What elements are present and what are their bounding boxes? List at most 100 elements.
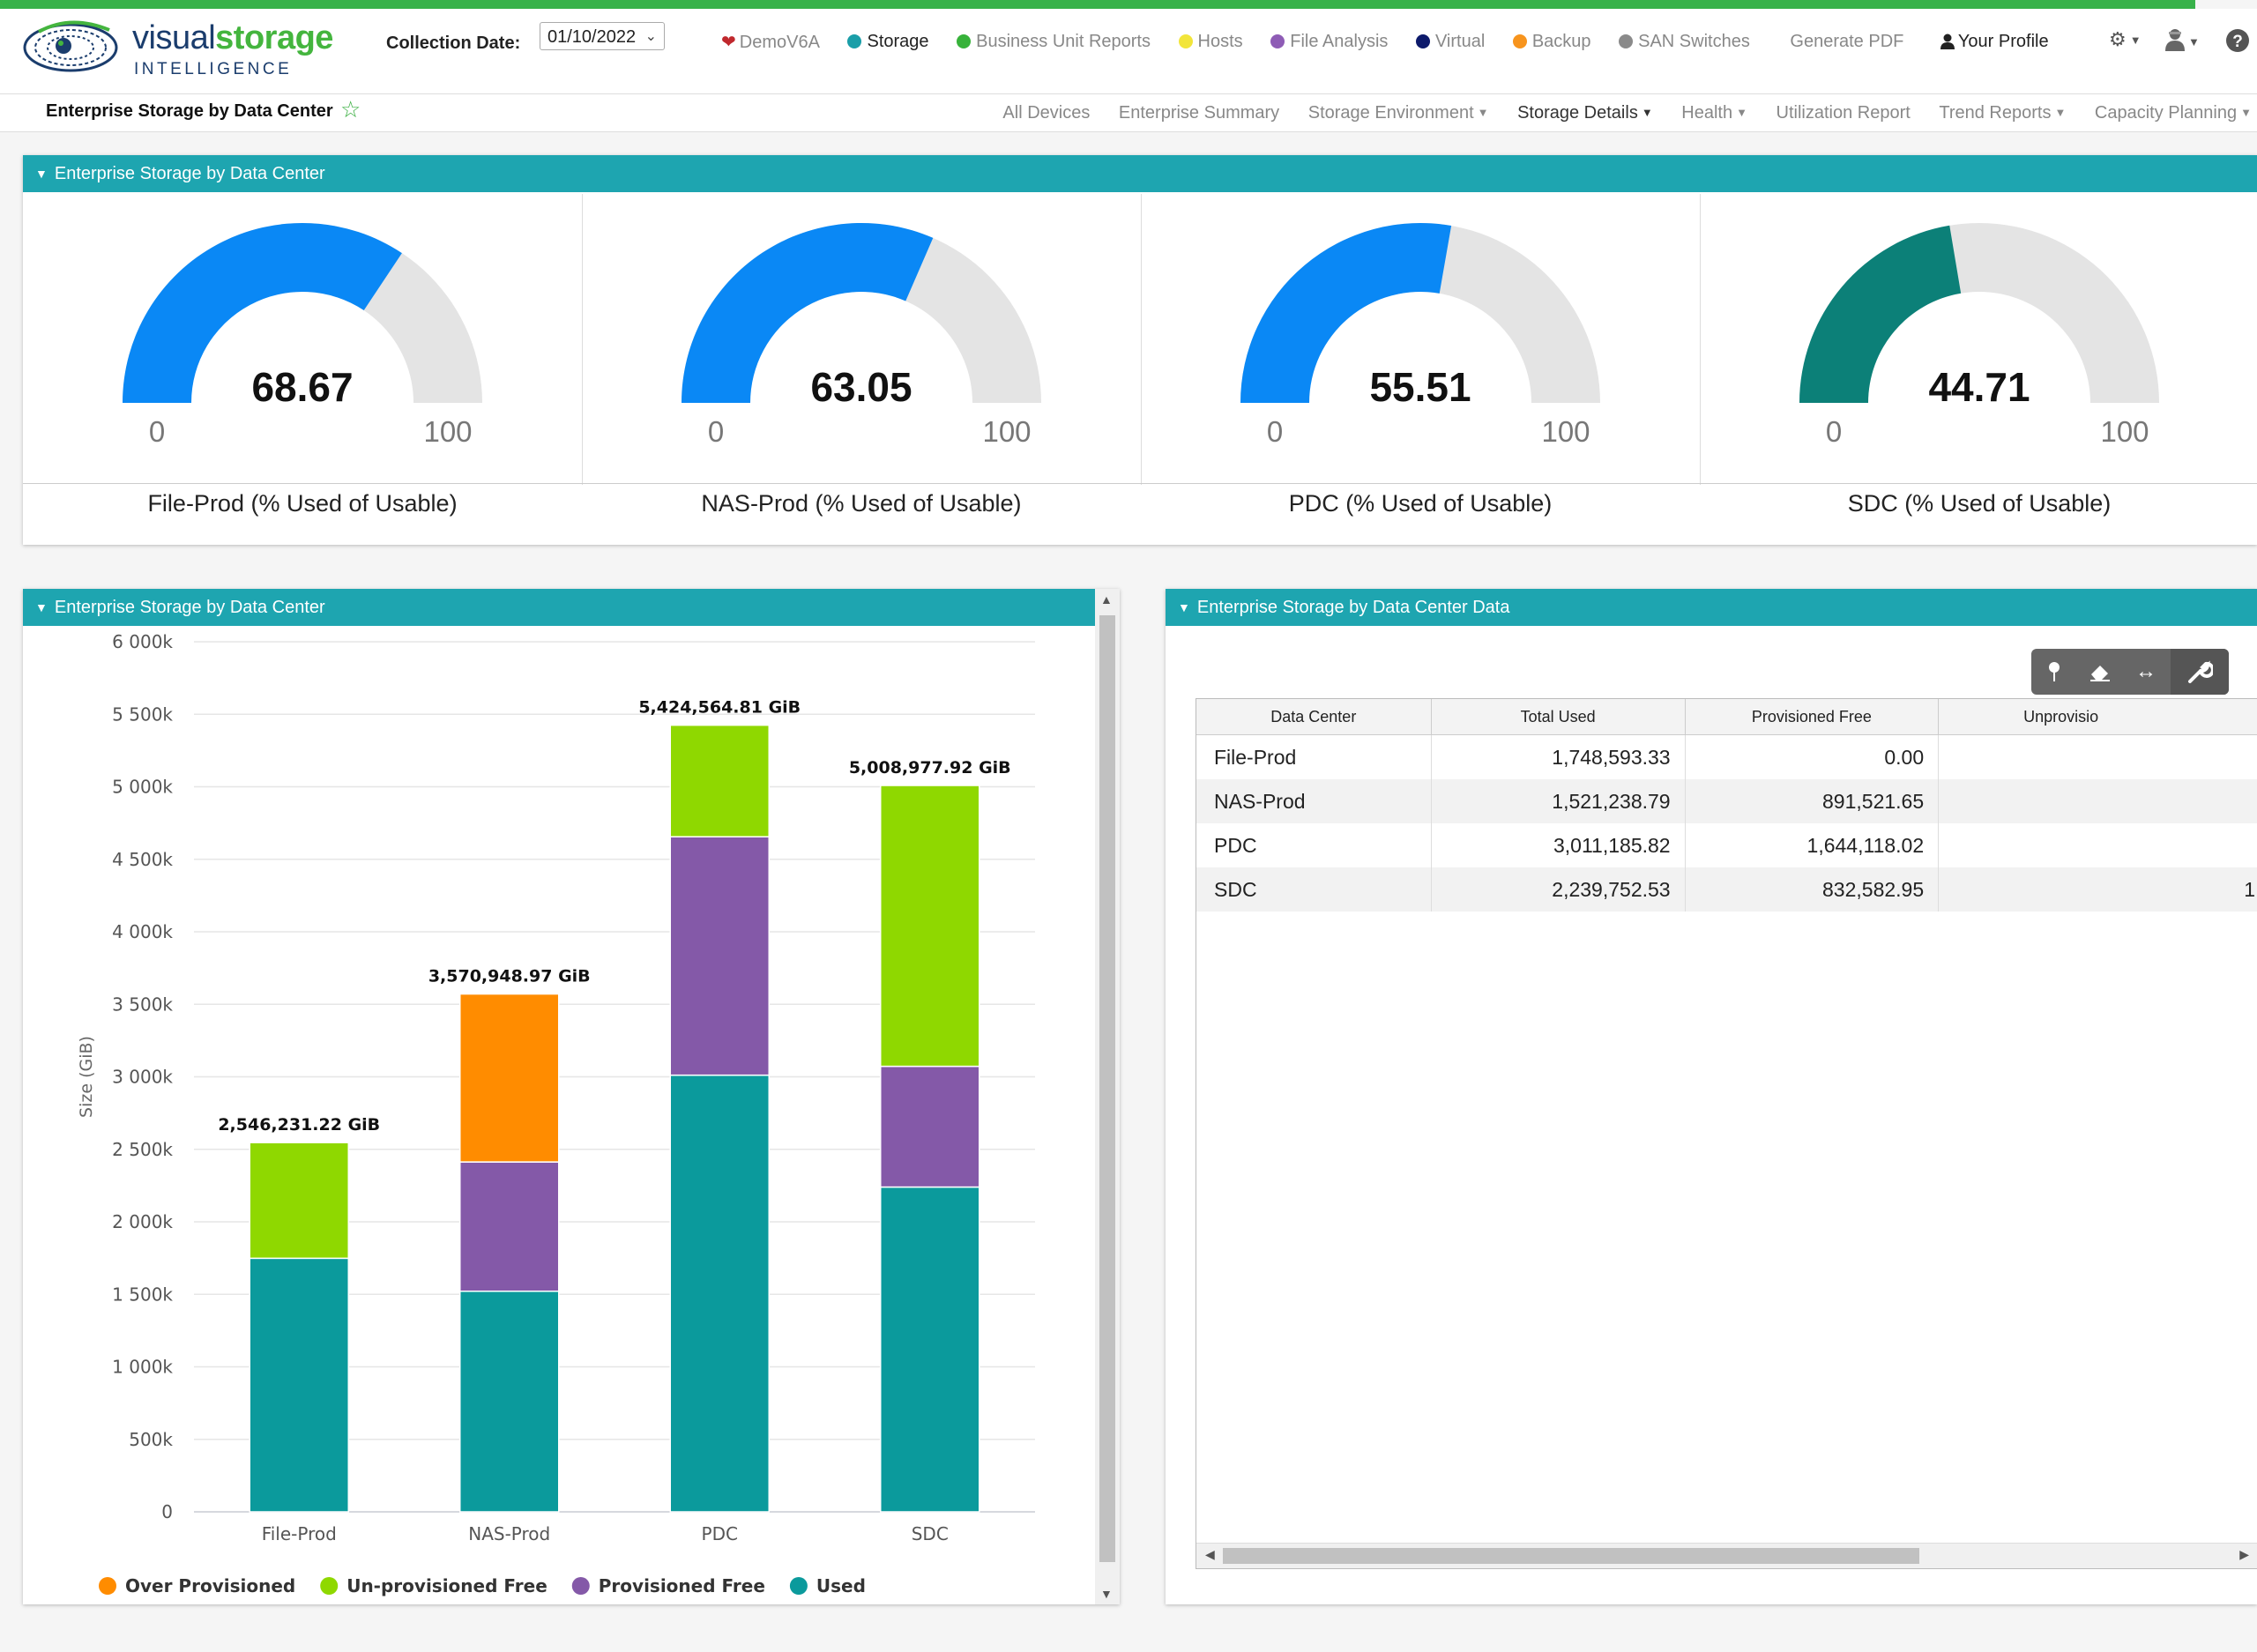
eraser-icon [2090,666,2110,681]
clear-filter-button[interactable] [2077,649,2123,695]
table-row[interactable]: SDC 2,239,752.53 832,582.95 1 [1196,867,2257,912]
admin-user-icon [2165,29,2185,51]
grid-horizontal-scrollbar[interactable]: ◀ ▶ [1196,1543,2257,1568]
bar-segment[interactable] [669,1074,770,1513]
table-row[interactable]: PDC 3,011,185.82 1,644,118.02 [1196,823,2257,867]
nav-virtual[interactable]: Virtual [1415,32,1485,52]
logo[interactable]: visualstorage INTELLIGENCE [21,14,333,85]
gauge-value-label: 63.05 [810,364,912,410]
horizontal-arrows-icon: ↔ [2135,659,2156,683]
bar-segment[interactable] [249,1257,349,1513]
nav-your-profile[interactable]: Your Profile [1940,32,2049,52]
data-grid: Data Center Total Used Provisioned Free … [1196,698,2257,1569]
nav-business-unit-reports[interactable]: Business Unit Reports [957,32,1151,52]
gauge-title-sdc: SDC (% Used of Usable) [1847,490,2112,517]
gauges-panel-header[interactable]: ▼ Enterprise Storage by Data Center [23,155,2257,192]
column-header-data-center[interactable]: Data Center [1196,699,1432,735]
pin-button[interactable] [2031,649,2077,695]
cell-unprovisioned: 1 [1938,867,2257,912]
nav-storage[interactable]: Storage [847,32,929,52]
nav-file-analysis[interactable]: File Analysis [1270,32,1388,52]
gauge-min-label: 0 [149,415,165,448]
scroll-down-arrow-icon[interactable]: ▼ [1100,1587,1113,1601]
virtual-dot-icon [1415,34,1430,48]
x-tick-label: NAS-Prod [468,1523,550,1544]
nav-hosts[interactable]: Hosts [1178,32,1243,52]
chart-vertical-scrollbar[interactable]: ▲ ▼ [1095,589,1120,1604]
nav-generate-pdf[interactable]: Generate PDF [1790,32,1904,51]
cell-provisioned-free: 832,582.95 [1685,867,1940,912]
subnav-all-devices[interactable]: All Devices [1002,103,1091,123]
bar-segment[interactable] [880,785,980,1068]
gauge-title-nas-prod: NAS-Prod (% Used of Usable) [701,490,1022,517]
legend-item[interactable]: Over Provisioned [125,1575,295,1596]
caret-down-icon: ▼ [2188,35,2200,48]
logo-wordmark: visualstorage [132,19,333,56]
caret-down-icon: ▼ [1641,106,1653,119]
nav-backup[interactable]: Backup [1512,32,1591,52]
y-tick-label: 2 000k [112,1211,173,1232]
y-tick-label: 1 500k [112,1284,173,1305]
subnav-capacity-planning[interactable]: Capacity Planning ▼ [2094,103,2252,123]
scrollbar-thumb[interactable] [1223,1548,1919,1564]
legend-item[interactable]: Provisioned Free [599,1575,765,1596]
subnav-utilization-report[interactable]: Utilization Report [1776,103,1911,123]
gauge-title-pdc: PDC (% Used of Usable) [1288,490,1553,517]
nav-san-switches[interactable]: SAN Switches [1619,32,1750,52]
bar-segment[interactable] [459,1161,560,1292]
san-switches-dot-icon [1619,34,1634,48]
business-unit-dot-icon [957,34,972,48]
bar-total-label: 2,546,231.22 GiB [218,1115,380,1135]
subnav-health[interactable]: Health ▼ [1681,103,1747,123]
subnav-enterprise-summary[interactable]: Enterprise Summary [1118,103,1280,123]
bar-segment[interactable] [669,724,770,837]
gauge-divider [23,483,2257,484]
scroll-up-arrow-icon[interactable]: ▲ [1100,592,1113,606]
subnav-storage-environment[interactable]: Storage Environment ▼ [1307,103,1489,123]
settings-wrench-button[interactable] [2171,649,2229,695]
file-analysis-dot-icon [1270,34,1285,48]
page-title: Enterprise Storage by Data Center [46,101,333,121]
hosts-dot-icon [1178,34,1193,48]
admin-menu-button[interactable]: ▼ [2165,28,2200,55]
column-header-total-used[interactable]: Total Used [1431,699,1686,735]
scroll-left-arrow-icon[interactable]: ◀ [1205,1547,1215,1561]
help-button[interactable]: ? [2225,28,2250,55]
gauge-nas-prod-chart: 63.05 0 100 [682,223,1041,448]
cell-data-center: File-Prod [1196,734,1432,779]
column-header-unprovisioned[interactable]: Unprovisio [1938,699,2257,735]
scrollbar-thumb[interactable] [1099,615,1115,1562]
bar-segment[interactable] [249,1142,349,1260]
collapse-triangle-icon: ▼ [1178,600,1190,614]
caret-down-icon: ▼ [2054,106,2067,119]
scroll-right-arrow-icon[interactable]: ▶ [2239,1547,2249,1561]
subnav-storage-details[interactable]: Storage Details ▼ [1517,103,1653,123]
chart-panel-header[interactable]: ▼ Enterprise Storage by Data Center [23,589,1095,626]
cell-total-used: 1,748,593.33 [1431,734,1686,779]
nav-demov6a[interactable]: ❤ DemoV6A [721,33,820,52]
subnav-trend-reports[interactable]: Trend Reports ▼ [1939,103,2067,123]
legend-item[interactable]: Used [816,1575,866,1596]
x-tick-label: PDC [702,1523,738,1544]
gauges-panel: ▼ Enterprise Storage by Data Center 68.67… [23,155,2257,545]
legend-swatch [789,1577,808,1595]
bar-segment[interactable] [459,1291,560,1513]
favorite-star-icon[interactable]: ☆ [340,96,361,123]
collection-date-select[interactable]: 01/10/2022 ⌄ [540,22,665,50]
settings-menu-button[interactable]: ⚙ ▼ [2109,28,2142,55]
bar-segment[interactable] [880,1065,980,1188]
column-header-provisioned-free[interactable]: Provisioned Free [1685,699,1940,735]
gauge-max-label: 100 [982,415,1031,448]
legend-item[interactable]: Un-provisioned Free [346,1575,547,1596]
bar-segment[interactable] [459,993,560,1163]
logo-subtitle: INTELLIGENCE [134,60,293,78]
data-panel: ▼ Enterprise Storage by Data Center Data … [1166,589,2257,1604]
x-tick-label: File-Prod [262,1523,337,1544]
data-panel-header[interactable]: ▼ Enterprise Storage by Data Center Data [1166,589,2257,626]
bar-segment[interactable] [669,836,770,1076]
table-row[interactable]: NAS-Prod 1,521,238.79 891,521.65 [1196,779,2257,823]
table-row[interactable]: File-Prod 1,748,593.33 0.00 [1196,734,2257,779]
bar-segment[interactable] [880,1186,980,1513]
top-nav: ❤ DemoV6A Storage Business Unit Reports H… [721,31,2072,57]
resize-columns-button[interactable]: ↔ [2123,649,2169,695]
